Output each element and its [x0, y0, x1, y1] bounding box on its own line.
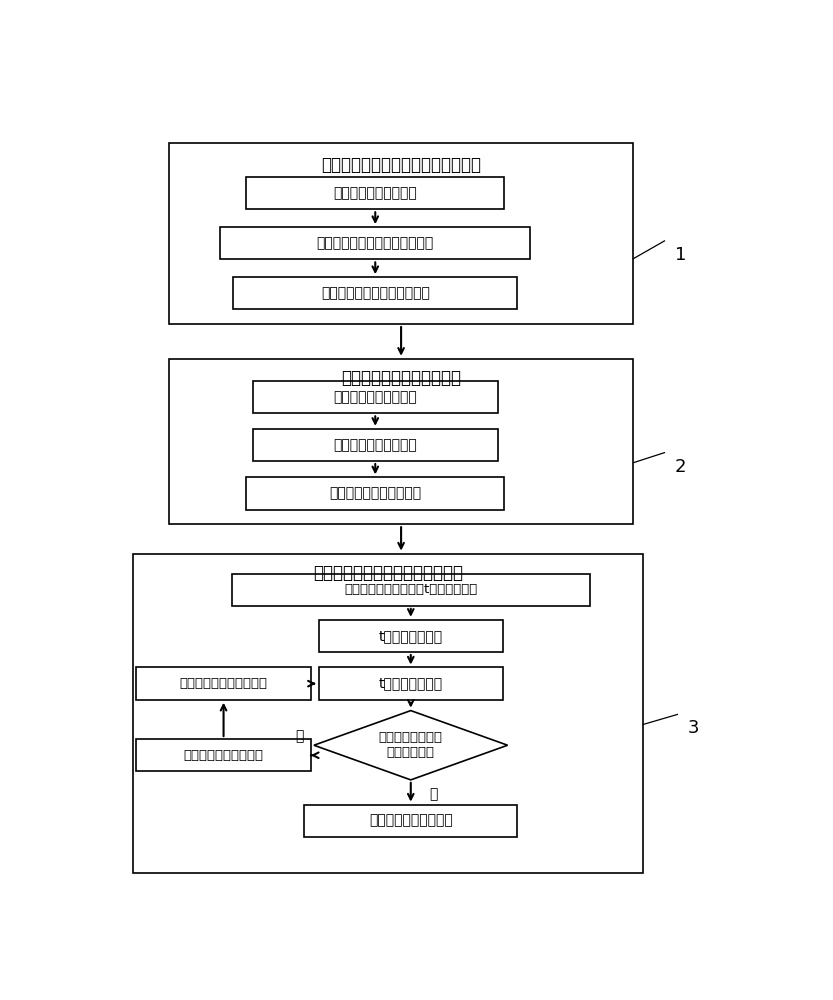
- Bar: [252, 381, 498, 413]
- Text: 机床加工能效模型再训练: 机床加工能效模型再训练: [180, 677, 267, 690]
- Text: 机床加工能效数据获取: 机床加工能效数据获取: [333, 186, 417, 200]
- Bar: [319, 667, 503, 700]
- Text: 2: 2: [675, 458, 686, 476]
- Text: 机床加工能效预测误差t检验条件定义: 机床加工能效预测误差t检验条件定义: [344, 583, 477, 596]
- Text: 机床加工能效建模特征向量构建: 机床加工能效建模特征向量构建: [317, 236, 434, 250]
- Bar: [137, 667, 311, 700]
- Bar: [247, 477, 504, 510]
- Bar: [137, 739, 311, 771]
- Text: 机床加工能效模型准确性评估模块: 机床加工能效模型准确性评估模块: [313, 564, 463, 582]
- Text: 机床加工能效模型训练: 机床加工能效模型训练: [333, 438, 417, 452]
- Text: 否: 否: [296, 729, 304, 743]
- Bar: [247, 177, 504, 209]
- Text: 机床加工能效指标定义: 机床加工能效指标定义: [333, 390, 417, 404]
- Text: 3: 3: [688, 719, 699, 737]
- Bar: [232, 574, 590, 606]
- Text: 能效影响因子数据归一化处理: 能效影响因子数据归一化处理: [321, 286, 430, 300]
- Text: 机床加工能效数据更新: 机床加工能效数据更新: [183, 749, 263, 762]
- Text: 机床加工能效模型预检测: 机床加工能效模型预检测: [329, 486, 421, 500]
- Bar: [233, 277, 517, 309]
- Text: t检验统计量计算: t检验统计量计算: [379, 677, 443, 691]
- Bar: [220, 227, 531, 259]
- Bar: [252, 429, 498, 461]
- Bar: [168, 359, 633, 524]
- Bar: [319, 620, 503, 652]
- Bar: [304, 805, 517, 837]
- Text: 输出机床加工能效模型: 输出机床加工能效模型: [369, 814, 452, 828]
- Text: 是: 是: [429, 787, 437, 801]
- Bar: [168, 143, 633, 324]
- Text: 判断机床加工能效
模型是否准确: 判断机床加工能效 模型是否准确: [379, 731, 443, 759]
- Bar: [133, 554, 643, 873]
- Text: 机床加工能效模型构建模块: 机床加工能效模型构建模块: [341, 369, 461, 387]
- Text: 机床加工能效数据采集和预处理模块: 机床加工能效数据采集和预处理模块: [321, 156, 481, 174]
- Text: t检验标准值计算: t检验标准值计算: [379, 629, 443, 643]
- Text: 1: 1: [675, 246, 686, 264]
- Polygon shape: [314, 711, 507, 780]
